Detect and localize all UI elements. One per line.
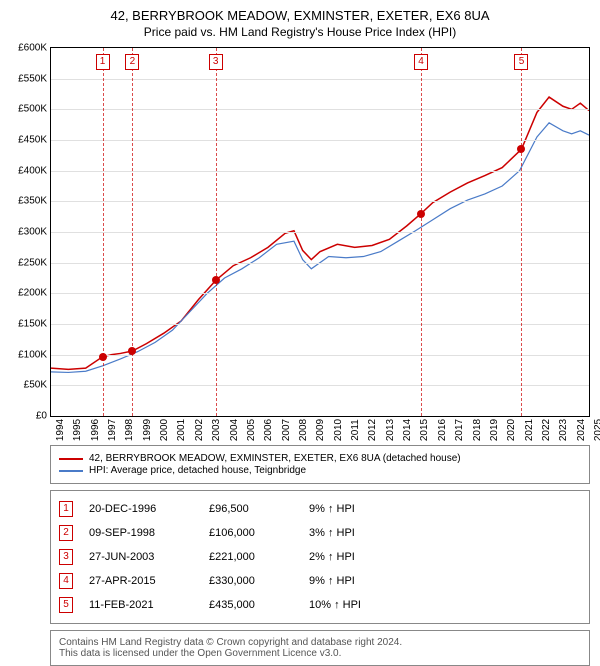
event-number-box: 4 — [59, 573, 73, 589]
event-price: £96,500 — [209, 503, 309, 515]
event-price: £330,000 — [209, 575, 309, 587]
x-axis-label: 1996 — [86, 419, 101, 441]
x-axis-label: 2020 — [502, 419, 517, 441]
y-axis-label: £100K — [18, 349, 51, 360]
x-axis-label: 2007 — [277, 419, 292, 441]
event-pct: 10% ↑ HPI — [309, 599, 409, 611]
x-axis-label: 2024 — [572, 419, 587, 441]
event-vline-marker-box: 5 — [514, 54, 528, 70]
sale-marker-dot — [417, 210, 425, 218]
x-axis-label: 1995 — [68, 419, 83, 441]
x-axis-label: 2006 — [259, 419, 274, 441]
y-axis-label: £150K — [18, 319, 51, 330]
event-number-box: 3 — [59, 549, 73, 565]
x-axis-label: 1999 — [138, 419, 153, 441]
y-axis-label: £500K — [18, 104, 51, 115]
event-pct: 3% ↑ HPI — [309, 527, 409, 539]
legend-label: 42, BERRYBROOK MEADOW, EXMINSTER, EXETER… — [89, 453, 461, 464]
legend-item: HPI: Average price, detached house, Teig… — [59, 465, 581, 476]
event-row: 4 27-APR-2015£330,0009% ↑ HPI — [59, 569, 581, 593]
events-table: 120-DEC-1996£96,5009% ↑ HPI209-SEP-1998£… — [50, 490, 590, 624]
x-axis-label: 2018 — [468, 419, 483, 441]
event-vline-marker-box: 1 — [96, 54, 110, 70]
x-axis-label: 2002 — [190, 419, 205, 441]
event-number-box: 1 — [59, 501, 73, 517]
legend-item: 42, BERRYBROOK MEADOW, EXMINSTER, EXETER… — [59, 453, 581, 464]
event-price: £435,000 — [209, 599, 309, 611]
y-axis-label: £600K — [18, 43, 51, 54]
event-vline — [216, 48, 217, 416]
x-axis-label: 2023 — [554, 419, 569, 441]
event-number-box: 2 — [59, 525, 73, 541]
event-number-box: 5 — [59, 597, 73, 613]
event-vline-marker-box: 3 — [209, 54, 223, 70]
event-vline — [421, 48, 422, 416]
x-axis-label: 2021 — [520, 419, 535, 441]
event-pct: 9% ↑ HPI — [309, 503, 409, 515]
x-axis-label: 2013 — [381, 419, 396, 441]
event-vline — [521, 48, 522, 416]
x-axis-label: 2005 — [242, 419, 257, 441]
sale-marker-dot — [99, 353, 107, 361]
x-axis-label: 2016 — [433, 419, 448, 441]
y-axis-label: £350K — [18, 196, 51, 207]
x-axis-label: 1998 — [120, 419, 135, 441]
y-axis-label: £450K — [18, 135, 51, 146]
sale-marker-dot — [517, 145, 525, 153]
x-axis-label: 2022 — [537, 419, 552, 441]
y-axis-label: £550K — [18, 73, 51, 84]
y-axis-label: £400K — [18, 165, 51, 176]
x-axis-label: 2004 — [225, 419, 240, 441]
event-date: 09-SEP-1998 — [89, 527, 209, 539]
event-price: £221,000 — [209, 551, 309, 563]
y-axis-label: £200K — [18, 288, 51, 299]
page: 42, BERRYBROOK MEADOW, EXMINSTER, EXETER… — [0, 0, 600, 650]
event-date: 27-JUN-2003 — [89, 551, 209, 563]
x-axis-label: 2010 — [329, 419, 344, 441]
y-axis-label: £0 — [36, 411, 51, 422]
footer-box: Contains HM Land Registry data © Crown c… — [50, 630, 590, 666]
event-row: 1 20-DEC-1996£96,5009% ↑ HPI — [59, 497, 581, 521]
y-axis-label: £250K — [18, 257, 51, 268]
event-row: 5 11-FEB-2021£435,00010% ↑ HPI — [59, 593, 581, 617]
event-row: 2 09-SEP-1998£106,0003% ↑ HPI — [59, 521, 581, 545]
title-line-2: Price paid vs. HM Land Registry's House … — [0, 25, 600, 39]
legend-swatch — [59, 458, 83, 460]
event-pct: 2% ↑ HPI — [309, 551, 409, 563]
x-axis-label: 2009 — [311, 419, 326, 441]
x-axis-label: 2025 — [589, 419, 600, 441]
event-date: 11-FEB-2021 — [89, 599, 209, 611]
title-line-1: 42, BERRYBROOK MEADOW, EXMINSTER, EXETER… — [0, 8, 600, 23]
x-axis-label: 2014 — [398, 419, 413, 441]
x-axis-label: 2011 — [346, 419, 361, 441]
x-axis-label: 2017 — [450, 419, 465, 441]
legend-label: HPI: Average price, detached house, Teig… — [89, 465, 306, 476]
x-axis-label: 2000 — [155, 419, 170, 441]
x-axis-label: 1997 — [103, 419, 118, 441]
x-axis-label: 2008 — [294, 419, 309, 441]
event-date: 27-APR-2015 — [89, 575, 209, 587]
sale-marker-dot — [128, 347, 136, 355]
title-block: 42, BERRYBROOK MEADOW, EXMINSTER, EXETER… — [0, 0, 600, 43]
x-axis-label: 2015 — [415, 419, 430, 441]
legend-box: 42, BERRYBROOK MEADOW, EXMINSTER, EXETER… — [50, 445, 590, 484]
event-row: 3 27-JUN-2003£221,0002% ↑ HPI — [59, 545, 581, 569]
sale-marker-dot — [212, 276, 220, 284]
x-axis-label: 2012 — [363, 419, 378, 441]
event-vline — [132, 48, 133, 416]
event-vline-marker-box: 2 — [125, 54, 139, 70]
x-axis-label: 1994 — [51, 419, 66, 441]
footer-line-1: Contains HM Land Registry data © Crown c… — [59, 637, 581, 648]
price-chart: £0£50K£100K£150K£200K£250K£300K£350K£400… — [50, 47, 590, 417]
x-axis-label: 2001 — [172, 419, 187, 441]
legend-swatch — [59, 470, 83, 472]
x-axis-label: 2003 — [207, 419, 222, 441]
y-axis-label: £50K — [24, 380, 51, 391]
x-axis-label: 2019 — [485, 419, 500, 441]
event-pct: 9% ↑ HPI — [309, 575, 409, 587]
event-price: £106,000 — [209, 527, 309, 539]
event-vline-marker-box: 4 — [414, 54, 428, 70]
y-axis-label: £300K — [18, 227, 51, 238]
event-date: 20-DEC-1996 — [89, 503, 209, 515]
